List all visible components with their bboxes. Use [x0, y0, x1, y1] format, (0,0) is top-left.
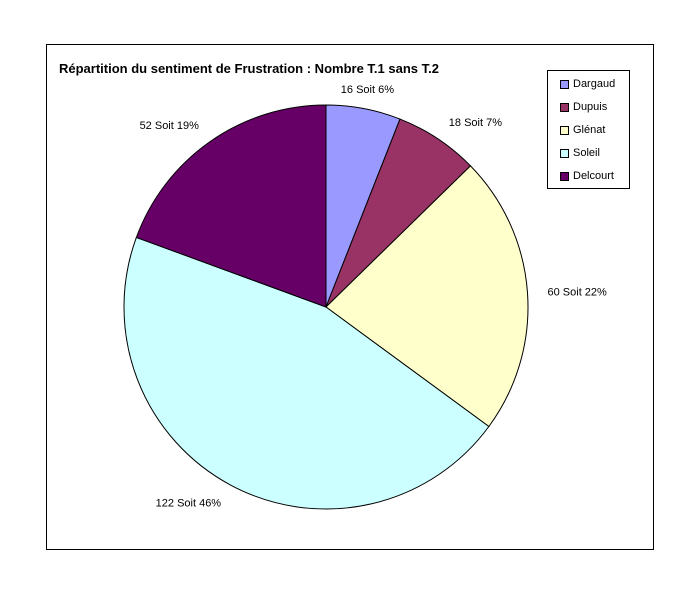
legend-item-delcourt: Delcourt	[560, 169, 614, 183]
legend: Dargaud Dupuis Glénat Soleil Delcourt	[547, 70, 630, 189]
legend-label: Glénat	[573, 124, 606, 136]
legend-swatch	[560, 102, 569, 112]
data-label-soleil: 122 Soit 46%	[156, 498, 222, 510]
legend-item-soleil: Soleil	[560, 146, 600, 160]
legend-label: Soleil	[573, 147, 600, 159]
legend-item-dargaud: Dargaud	[560, 77, 615, 91]
pie-slice-glénat	[325, 165, 529, 428]
legend-item-glénat: Glénat	[560, 123, 605, 137]
data-label-glénat: 60 Soit 22%	[548, 286, 608, 298]
legend-swatch	[560, 171, 569, 181]
legend-swatch	[560, 148, 569, 158]
legend-label: Delcourt	[573, 170, 614, 182]
legend-swatch	[560, 125, 569, 135]
legend-label: Dupuis	[573, 101, 608, 113]
data-label-delcourt: 52 Soit 19%	[140, 120, 200, 132]
pie-slice-delcourt	[135, 104, 327, 308]
pie-slice-soleil	[123, 236, 490, 510]
legend-swatch	[560, 79, 569, 89]
data-label-dargaud: 16 Soit 6%	[341, 84, 394, 96]
legend-label: Dargaud	[573, 78, 616, 90]
chart-title: Répartition du sentiment de Frustration …	[59, 61, 439, 76]
data-label-dupuis: 18 Soit 7%	[449, 117, 502, 129]
legend-item-dupuis: Dupuis	[560, 100, 607, 114]
